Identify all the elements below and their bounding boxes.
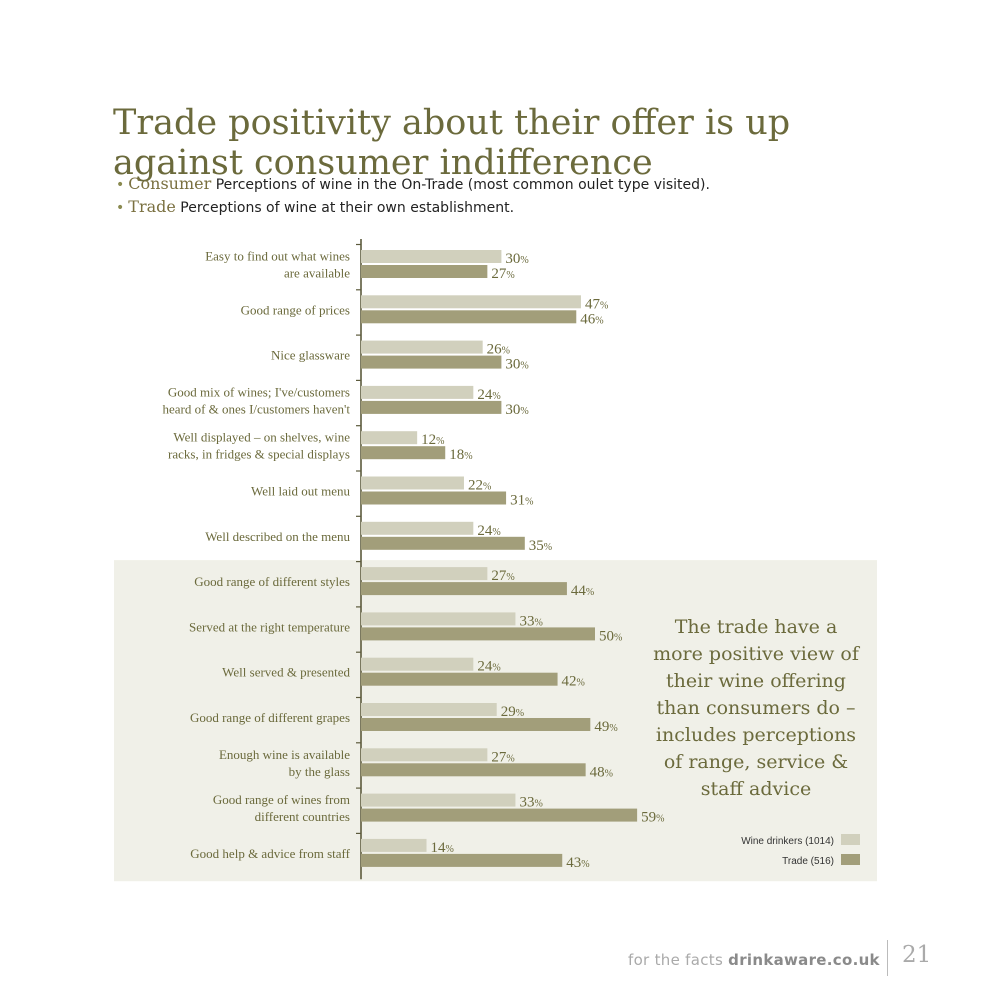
category-label: are available bbox=[284, 266, 350, 281]
footer-prefix: for the facts bbox=[628, 951, 729, 969]
data-label: 30% bbox=[505, 357, 528, 373]
consumer-bar bbox=[361, 340, 483, 354]
category-label: Well laid out menu bbox=[251, 484, 350, 499]
category-label: Good range of wines from bbox=[213, 792, 350, 807]
page-title: Trade positivity about their offer is up… bbox=[113, 103, 791, 184]
consumer-bar bbox=[361, 567, 488, 581]
category-label: Easy to find out what wines bbox=[205, 249, 350, 264]
category-label: Well described on the menu bbox=[205, 529, 350, 544]
category-label: Good range of prices bbox=[241, 302, 350, 317]
consumer-bar bbox=[361, 748, 488, 762]
data-label: 33% bbox=[519, 613, 542, 629]
trade-bar bbox=[361, 400, 502, 414]
data-label: 44% bbox=[571, 583, 594, 599]
footer-site: drinkaware.co.uk bbox=[728, 951, 880, 969]
category-label: Well served & presented bbox=[222, 665, 350, 680]
bullet-icon: • bbox=[116, 200, 125, 216]
consumer-bar bbox=[361, 793, 516, 807]
trade-key: Trade bbox=[128, 197, 176, 216]
trade-bar bbox=[361, 763, 586, 777]
trade-bar bbox=[361, 853, 563, 867]
consumer-bar bbox=[361, 250, 502, 263]
trade-bar bbox=[361, 265, 488, 278]
category-label: Served at the right temperature bbox=[189, 619, 350, 634]
data-label: 22% bbox=[468, 478, 491, 494]
consumer-description: • Consumer Perceptions of wine in the On-… bbox=[116, 174, 710, 193]
consumer-bar bbox=[361, 385, 474, 399]
category-label: Good range of different grapes bbox=[190, 710, 350, 725]
data-label: 24% bbox=[477, 387, 500, 403]
consumer-bar bbox=[361, 703, 497, 716]
consumer-key: Consumer bbox=[128, 174, 212, 193]
consumer-bar bbox=[361, 295, 581, 309]
data-label: 24% bbox=[477, 659, 500, 675]
callout-note: The trade have a more positive view of t… bbox=[653, 616, 859, 800]
trade-bar bbox=[361, 808, 638, 822]
consumer-text: Perceptions of wine in the On-Trade (mos… bbox=[215, 177, 710, 193]
consumer-bar bbox=[361, 521, 474, 535]
trade-bar bbox=[361, 310, 577, 324]
category-label: by the glass bbox=[289, 764, 350, 779]
legend-label: Trade (516) bbox=[782, 856, 834, 867]
data-label: 26% bbox=[487, 342, 510, 358]
trade-bar bbox=[361, 582, 567, 596]
data-label: 47% bbox=[585, 296, 608, 312]
bullet-icon: • bbox=[116, 177, 125, 193]
trade-bar bbox=[361, 491, 507, 505]
data-label: 27% bbox=[491, 266, 514, 282]
data-label: 42% bbox=[562, 674, 585, 690]
data-label: 30% bbox=[505, 402, 528, 418]
consumer-bar bbox=[361, 657, 474, 671]
category-label: Enough wine is available bbox=[219, 747, 350, 762]
data-label: 35% bbox=[529, 538, 552, 554]
footer-text: for the facts drinkaware.co.uk bbox=[628, 951, 880, 969]
data-label: 27% bbox=[491, 749, 514, 765]
data-label: 43% bbox=[566, 855, 589, 871]
data-label: 48% bbox=[590, 764, 613, 780]
data-label: 33% bbox=[519, 795, 542, 811]
trade-bar bbox=[361, 355, 502, 369]
data-label: 50% bbox=[599, 628, 622, 644]
data-label: 49% bbox=[594, 719, 617, 735]
data-label: 12% bbox=[421, 432, 444, 448]
consumer-bar bbox=[361, 838, 427, 852]
trade-bar bbox=[361, 536, 525, 550]
category-label: Good help & advice from staff bbox=[190, 846, 350, 861]
data-label: 18% bbox=[449, 447, 472, 463]
trade-bar bbox=[361, 627, 595, 641]
data-label: 59% bbox=[641, 810, 664, 826]
legend-label: Wine drinkers (1014) bbox=[741, 836, 834, 847]
data-label: 29% bbox=[501, 704, 524, 720]
trade-bar bbox=[361, 672, 558, 686]
legend-swatch bbox=[841, 854, 860, 865]
category-label: racks, in fridges & special displays bbox=[168, 447, 350, 462]
category-label: Nice glassware bbox=[271, 348, 350, 363]
data-label: 30% bbox=[505, 251, 528, 267]
category-label: Good range of different styles bbox=[194, 574, 350, 589]
data-label: 31% bbox=[510, 493, 533, 509]
data-label: 14% bbox=[431, 840, 454, 856]
trade-bar bbox=[361, 446, 446, 460]
category-label: Good mix of wines; I've/customers bbox=[168, 384, 350, 399]
category-label: heard of & ones I/customers haven't bbox=[162, 401, 350, 416]
trade-description: • Trade Perceptions of wine at their own … bbox=[116, 197, 514, 216]
footer-divider bbox=[887, 940, 888, 976]
trade-bar bbox=[361, 718, 591, 731]
data-label: 24% bbox=[477, 523, 500, 539]
page-number: 21 bbox=[902, 942, 932, 968]
data-label: 27% bbox=[491, 568, 514, 584]
category-label: different countries bbox=[255, 809, 350, 824]
trade-text: Perceptions of wine at their own establi… bbox=[180, 200, 515, 216]
consumer-bar bbox=[361, 431, 418, 445]
consumer-bar bbox=[361, 612, 516, 626]
category-label: Well displayed – on shelves, wine bbox=[173, 430, 350, 445]
consumer-bar bbox=[361, 476, 464, 490]
data-label: 46% bbox=[580, 311, 603, 327]
legend-swatch bbox=[841, 834, 860, 845]
